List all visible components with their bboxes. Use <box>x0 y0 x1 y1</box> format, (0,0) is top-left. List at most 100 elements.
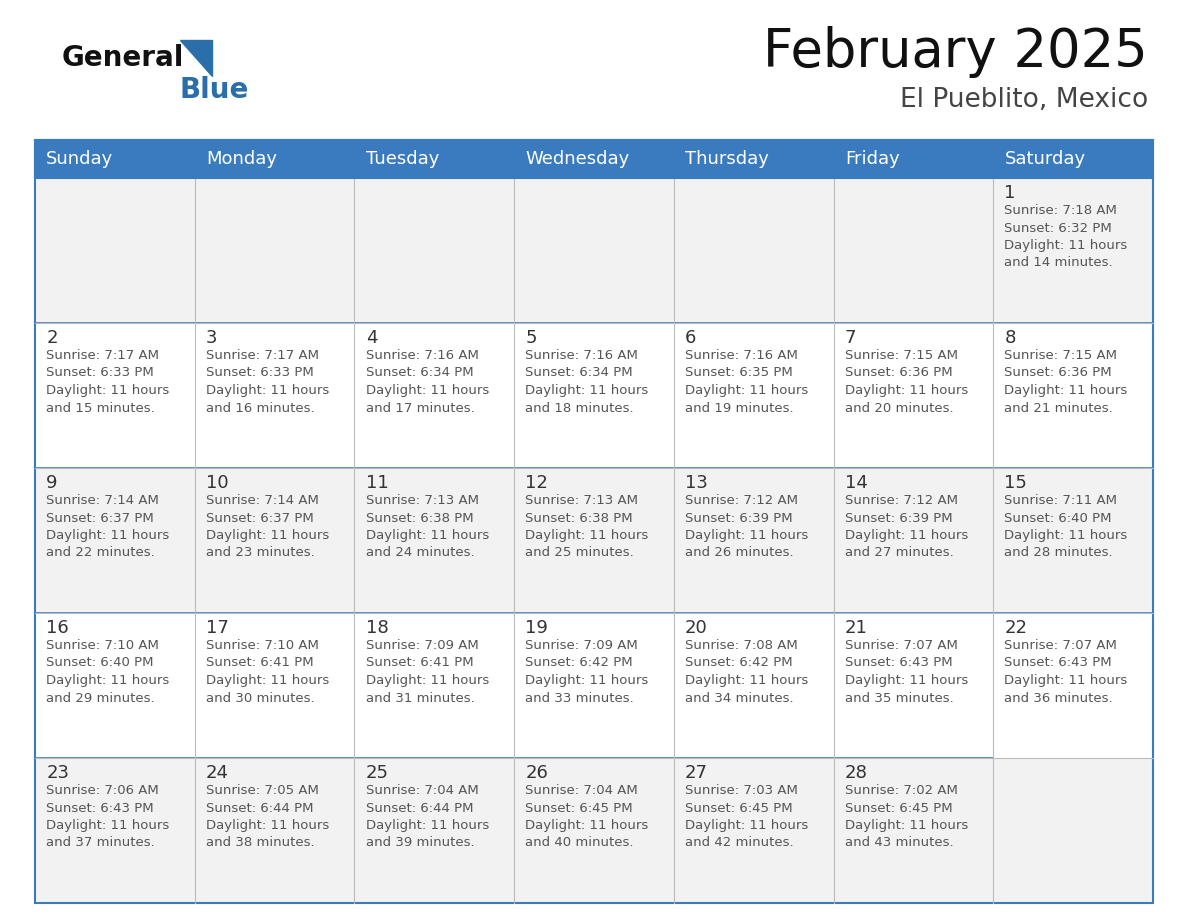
Text: 27: 27 <box>685 764 708 782</box>
Text: Sunrise: 7:17 AM
Sunset: 6:33 PM
Daylight: 11 hours
and 16 minutes.: Sunrise: 7:17 AM Sunset: 6:33 PM Dayligh… <box>206 349 329 415</box>
Text: Sunrise: 7:11 AM
Sunset: 6:40 PM
Daylight: 11 hours
and 28 minutes.: Sunrise: 7:11 AM Sunset: 6:40 PM Dayligh… <box>1005 494 1127 559</box>
Bar <box>514 140 674 178</box>
Text: 22: 22 <box>1005 619 1028 637</box>
Text: Sunrise: 7:06 AM
Sunset: 6:43 PM
Daylight: 11 hours
and 37 minutes.: Sunrise: 7:06 AM Sunset: 6:43 PM Dayligh… <box>46 784 170 849</box>
Text: 6: 6 <box>685 329 696 347</box>
Bar <box>993 140 1154 178</box>
Bar <box>354 178 514 323</box>
Text: 28: 28 <box>845 764 867 782</box>
Text: Sunday: Sunday <box>46 150 113 168</box>
Text: Friday: Friday <box>845 150 899 168</box>
Bar <box>834 468 993 613</box>
Bar <box>354 613 514 758</box>
Text: 3: 3 <box>206 329 217 347</box>
Text: Saturday: Saturday <box>1005 150 1086 168</box>
Bar <box>195 178 354 323</box>
Text: 13: 13 <box>685 474 708 492</box>
Bar <box>674 140 834 178</box>
Bar <box>195 468 354 613</box>
Text: Blue: Blue <box>181 76 249 104</box>
Bar <box>993 613 1154 758</box>
Text: Sunrise: 7:15 AM
Sunset: 6:36 PM
Daylight: 11 hours
and 20 minutes.: Sunrise: 7:15 AM Sunset: 6:36 PM Dayligh… <box>845 349 968 415</box>
Text: Monday: Monday <box>206 150 277 168</box>
Text: Sunrise: 7:16 AM
Sunset: 6:34 PM
Daylight: 11 hours
and 18 minutes.: Sunrise: 7:16 AM Sunset: 6:34 PM Dayligh… <box>525 349 649 415</box>
Text: 14: 14 <box>845 474 867 492</box>
Text: Wednesday: Wednesday <box>525 150 630 168</box>
Bar <box>674 323 834 468</box>
Text: Sunrise: 7:14 AM
Sunset: 6:37 PM
Daylight: 11 hours
and 23 minutes.: Sunrise: 7:14 AM Sunset: 6:37 PM Dayligh… <box>206 494 329 559</box>
Text: 1: 1 <box>1005 184 1016 202</box>
Text: Sunrise: 7:07 AM
Sunset: 6:43 PM
Daylight: 11 hours
and 36 minutes.: Sunrise: 7:07 AM Sunset: 6:43 PM Dayligh… <box>1005 639 1127 704</box>
Bar <box>514 178 674 323</box>
Bar <box>834 178 993 323</box>
Text: 24: 24 <box>206 764 229 782</box>
Text: 4: 4 <box>366 329 377 347</box>
Text: 18: 18 <box>366 619 388 637</box>
Text: 15: 15 <box>1005 474 1028 492</box>
Text: Sunrise: 7:16 AM
Sunset: 6:35 PM
Daylight: 11 hours
and 19 minutes.: Sunrise: 7:16 AM Sunset: 6:35 PM Dayligh… <box>685 349 808 415</box>
Text: Sunrise: 7:13 AM
Sunset: 6:38 PM
Daylight: 11 hours
and 24 minutes.: Sunrise: 7:13 AM Sunset: 6:38 PM Dayligh… <box>366 494 488 559</box>
Text: Sunrise: 7:08 AM
Sunset: 6:42 PM
Daylight: 11 hours
and 34 minutes.: Sunrise: 7:08 AM Sunset: 6:42 PM Dayligh… <box>685 639 808 704</box>
Bar <box>834 323 993 468</box>
Text: Sunrise: 7:13 AM
Sunset: 6:38 PM
Daylight: 11 hours
and 25 minutes.: Sunrise: 7:13 AM Sunset: 6:38 PM Dayligh… <box>525 494 649 559</box>
Bar <box>34 468 195 613</box>
Text: February 2025: February 2025 <box>763 26 1148 78</box>
Text: Sunrise: 7:12 AM
Sunset: 6:39 PM
Daylight: 11 hours
and 27 minutes.: Sunrise: 7:12 AM Sunset: 6:39 PM Dayligh… <box>845 494 968 559</box>
Text: Sunrise: 7:03 AM
Sunset: 6:45 PM
Daylight: 11 hours
and 42 minutes.: Sunrise: 7:03 AM Sunset: 6:45 PM Dayligh… <box>685 784 808 849</box>
Text: 2: 2 <box>46 329 58 347</box>
Bar <box>674 178 834 323</box>
Bar <box>34 140 1154 178</box>
Text: Sunrise: 7:18 AM
Sunset: 6:32 PM
Daylight: 11 hours
and 14 minutes.: Sunrise: 7:18 AM Sunset: 6:32 PM Dayligh… <box>1005 204 1127 270</box>
Bar <box>514 323 674 468</box>
Bar <box>34 758 195 903</box>
Text: 8: 8 <box>1005 329 1016 347</box>
Bar <box>354 323 514 468</box>
Text: 5: 5 <box>525 329 537 347</box>
Text: Sunrise: 7:04 AM
Sunset: 6:44 PM
Daylight: 11 hours
and 39 minutes.: Sunrise: 7:04 AM Sunset: 6:44 PM Dayligh… <box>366 784 488 849</box>
Bar <box>993 758 1154 903</box>
Bar <box>514 758 674 903</box>
Bar <box>354 468 514 613</box>
Bar <box>34 178 195 323</box>
Polygon shape <box>181 40 211 76</box>
Text: Sunrise: 7:17 AM
Sunset: 6:33 PM
Daylight: 11 hours
and 15 minutes.: Sunrise: 7:17 AM Sunset: 6:33 PM Dayligh… <box>46 349 170 415</box>
Text: Sunrise: 7:07 AM
Sunset: 6:43 PM
Daylight: 11 hours
and 35 minutes.: Sunrise: 7:07 AM Sunset: 6:43 PM Dayligh… <box>845 639 968 704</box>
Text: 23: 23 <box>46 764 69 782</box>
Text: Sunrise: 7:15 AM
Sunset: 6:36 PM
Daylight: 11 hours
and 21 minutes.: Sunrise: 7:15 AM Sunset: 6:36 PM Dayligh… <box>1005 349 1127 415</box>
Bar <box>34 323 195 468</box>
Text: 10: 10 <box>206 474 228 492</box>
Text: 9: 9 <box>46 474 58 492</box>
Text: Sunrise: 7:09 AM
Sunset: 6:42 PM
Daylight: 11 hours
and 33 minutes.: Sunrise: 7:09 AM Sunset: 6:42 PM Dayligh… <box>525 639 649 704</box>
Text: Sunrise: 7:12 AM
Sunset: 6:39 PM
Daylight: 11 hours
and 26 minutes.: Sunrise: 7:12 AM Sunset: 6:39 PM Dayligh… <box>685 494 808 559</box>
Bar <box>834 613 993 758</box>
Bar <box>195 140 354 178</box>
Bar <box>674 613 834 758</box>
Text: Sunrise: 7:16 AM
Sunset: 6:34 PM
Daylight: 11 hours
and 17 minutes.: Sunrise: 7:16 AM Sunset: 6:34 PM Dayligh… <box>366 349 488 415</box>
Bar <box>195 758 354 903</box>
Text: Sunrise: 7:10 AM
Sunset: 6:40 PM
Daylight: 11 hours
and 29 minutes.: Sunrise: 7:10 AM Sunset: 6:40 PM Dayligh… <box>46 639 170 704</box>
Text: 17: 17 <box>206 619 229 637</box>
Text: Sunrise: 7:04 AM
Sunset: 6:45 PM
Daylight: 11 hours
and 40 minutes.: Sunrise: 7:04 AM Sunset: 6:45 PM Dayligh… <box>525 784 649 849</box>
Text: El Pueblito, Mexico: El Pueblito, Mexico <box>899 87 1148 113</box>
Text: General: General <box>62 44 184 72</box>
Bar <box>993 468 1154 613</box>
Text: Sunrise: 7:02 AM
Sunset: 6:45 PM
Daylight: 11 hours
and 43 minutes.: Sunrise: 7:02 AM Sunset: 6:45 PM Dayligh… <box>845 784 968 849</box>
Text: 7: 7 <box>845 329 857 347</box>
Text: 20: 20 <box>685 619 708 637</box>
Text: Tuesday: Tuesday <box>366 150 440 168</box>
Text: Sunrise: 7:09 AM
Sunset: 6:41 PM
Daylight: 11 hours
and 31 minutes.: Sunrise: 7:09 AM Sunset: 6:41 PM Dayligh… <box>366 639 488 704</box>
Text: 21: 21 <box>845 619 867 637</box>
Bar <box>674 758 834 903</box>
Text: 16: 16 <box>46 619 69 637</box>
Bar <box>993 178 1154 323</box>
Bar <box>514 613 674 758</box>
Text: 12: 12 <box>525 474 548 492</box>
Bar <box>834 140 993 178</box>
Text: Thursday: Thursday <box>685 150 769 168</box>
Text: Sunrise: 7:14 AM
Sunset: 6:37 PM
Daylight: 11 hours
and 22 minutes.: Sunrise: 7:14 AM Sunset: 6:37 PM Dayligh… <box>46 494 170 559</box>
Bar <box>195 613 354 758</box>
Text: 26: 26 <box>525 764 548 782</box>
Bar <box>354 758 514 903</box>
Bar <box>354 140 514 178</box>
Text: Sunrise: 7:05 AM
Sunset: 6:44 PM
Daylight: 11 hours
and 38 minutes.: Sunrise: 7:05 AM Sunset: 6:44 PM Dayligh… <box>206 784 329 849</box>
